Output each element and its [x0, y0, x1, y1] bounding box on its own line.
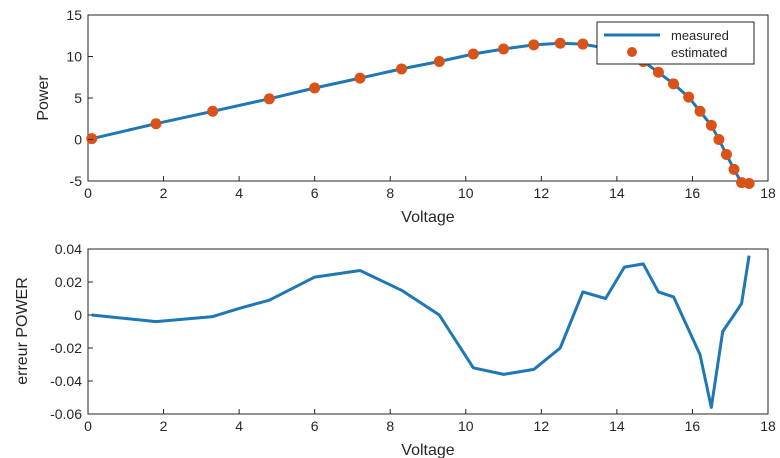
y-tick-label: -0.06 [50, 406, 82, 422]
x-tick-label: 0 [84, 185, 92, 201]
estimated-point [554, 37, 566, 49]
y-tick-label: 10 [66, 49, 82, 65]
x-tick-label: 8 [386, 418, 394, 434]
y-tick-label: -5 [70, 173, 83, 189]
x-tick-label: 10 [458, 185, 474, 201]
legend-estimated-label: estimated [671, 45, 727, 60]
estimated-point [577, 38, 589, 50]
estimated-point [498, 43, 510, 55]
estimated-point [433, 55, 445, 67]
estimated-point [207, 105, 219, 117]
y-tick-label: -0.04 [50, 373, 82, 389]
x-tick-label: 6 [311, 185, 319, 201]
error-ylabel: erreur POWER [14, 277, 31, 385]
y-tick-label: 5 [74, 90, 82, 106]
estimated-point [713, 134, 725, 145]
error-chart-ticks: 0 2 4 6 8 10 12 14 16 18 -0.06 -0.04 -0.02 0 0.02 0.04 [50, 241, 776, 434]
x-tick-label: 10 [458, 418, 474, 434]
estimated-point [652, 66, 664, 78]
error-xlabel: Voltage [401, 442, 454, 458]
x-tick-label: 16 [685, 418, 701, 434]
legend-box [596, 21, 755, 65]
y-tick-label: -0.02 [50, 340, 82, 356]
estimated-point [720, 148, 732, 160]
x-tick-label: 4 [235, 418, 243, 434]
x-tick-label: 2 [160, 418, 168, 434]
y-tick-label: 0 [74, 307, 82, 323]
estimated-point [705, 119, 717, 131]
y-tick-label: 0.02 [55, 274, 82, 290]
legend-measured-label: measured [671, 28, 729, 43]
x-tick-label: 12 [534, 418, 550, 434]
estimated-point [354, 72, 366, 84]
estimated-point [694, 105, 706, 117]
y-tick-label: 15 [66, 7, 82, 23]
estimated-point [467, 48, 479, 60]
legend-estimated-swatch [627, 47, 637, 57]
y-tick-label: 0.04 [55, 241, 82, 257]
x-tick-label: 18 [760, 418, 776, 434]
estimated-point [668, 78, 680, 90]
estimated-point [150, 118, 162, 130]
x-tick-label: 8 [386, 185, 394, 201]
estimated-point [528, 39, 540, 51]
error-chart: 0 2 4 6 8 10 12 14 16 18-0.06-0.04-0.0200.020.04 … [14, 241, 776, 458]
legend: measured estimated [596, 21, 755, 65]
estimated-point [683, 91, 695, 103]
power-xlabel: Voltage [401, 209, 454, 226]
x-tick-label: 14 [609, 418, 625, 434]
estimated-point [309, 82, 321, 94]
x-tick-label: 4 [235, 185, 243, 201]
estimated-point [728, 163, 740, 175]
estimated-point [263, 93, 275, 105]
x-tick-label: 2 [160, 185, 168, 201]
error-plot-area [87, 248, 769, 415]
x-tick-label: 6 [311, 418, 319, 434]
estimated-point [86, 133, 98, 145]
x-tick-label: 16 [685, 185, 701, 201]
x-tick-label: 14 [609, 185, 625, 201]
power-chart-marks [86, 37, 755, 189]
error-chart-marks [91, 255, 751, 409]
power-ylabel: Power [35, 75, 52, 121]
y-tick-label: 0 [74, 132, 82, 148]
error-line [91, 255, 751, 409]
x-tick-label: 0 [84, 418, 92, 434]
x-tick-label: 18 [760, 185, 776, 201]
x-tick-label: 12 [534, 185, 550, 201]
estimated-point [743, 177, 755, 189]
estimated-point [396, 63, 408, 75]
